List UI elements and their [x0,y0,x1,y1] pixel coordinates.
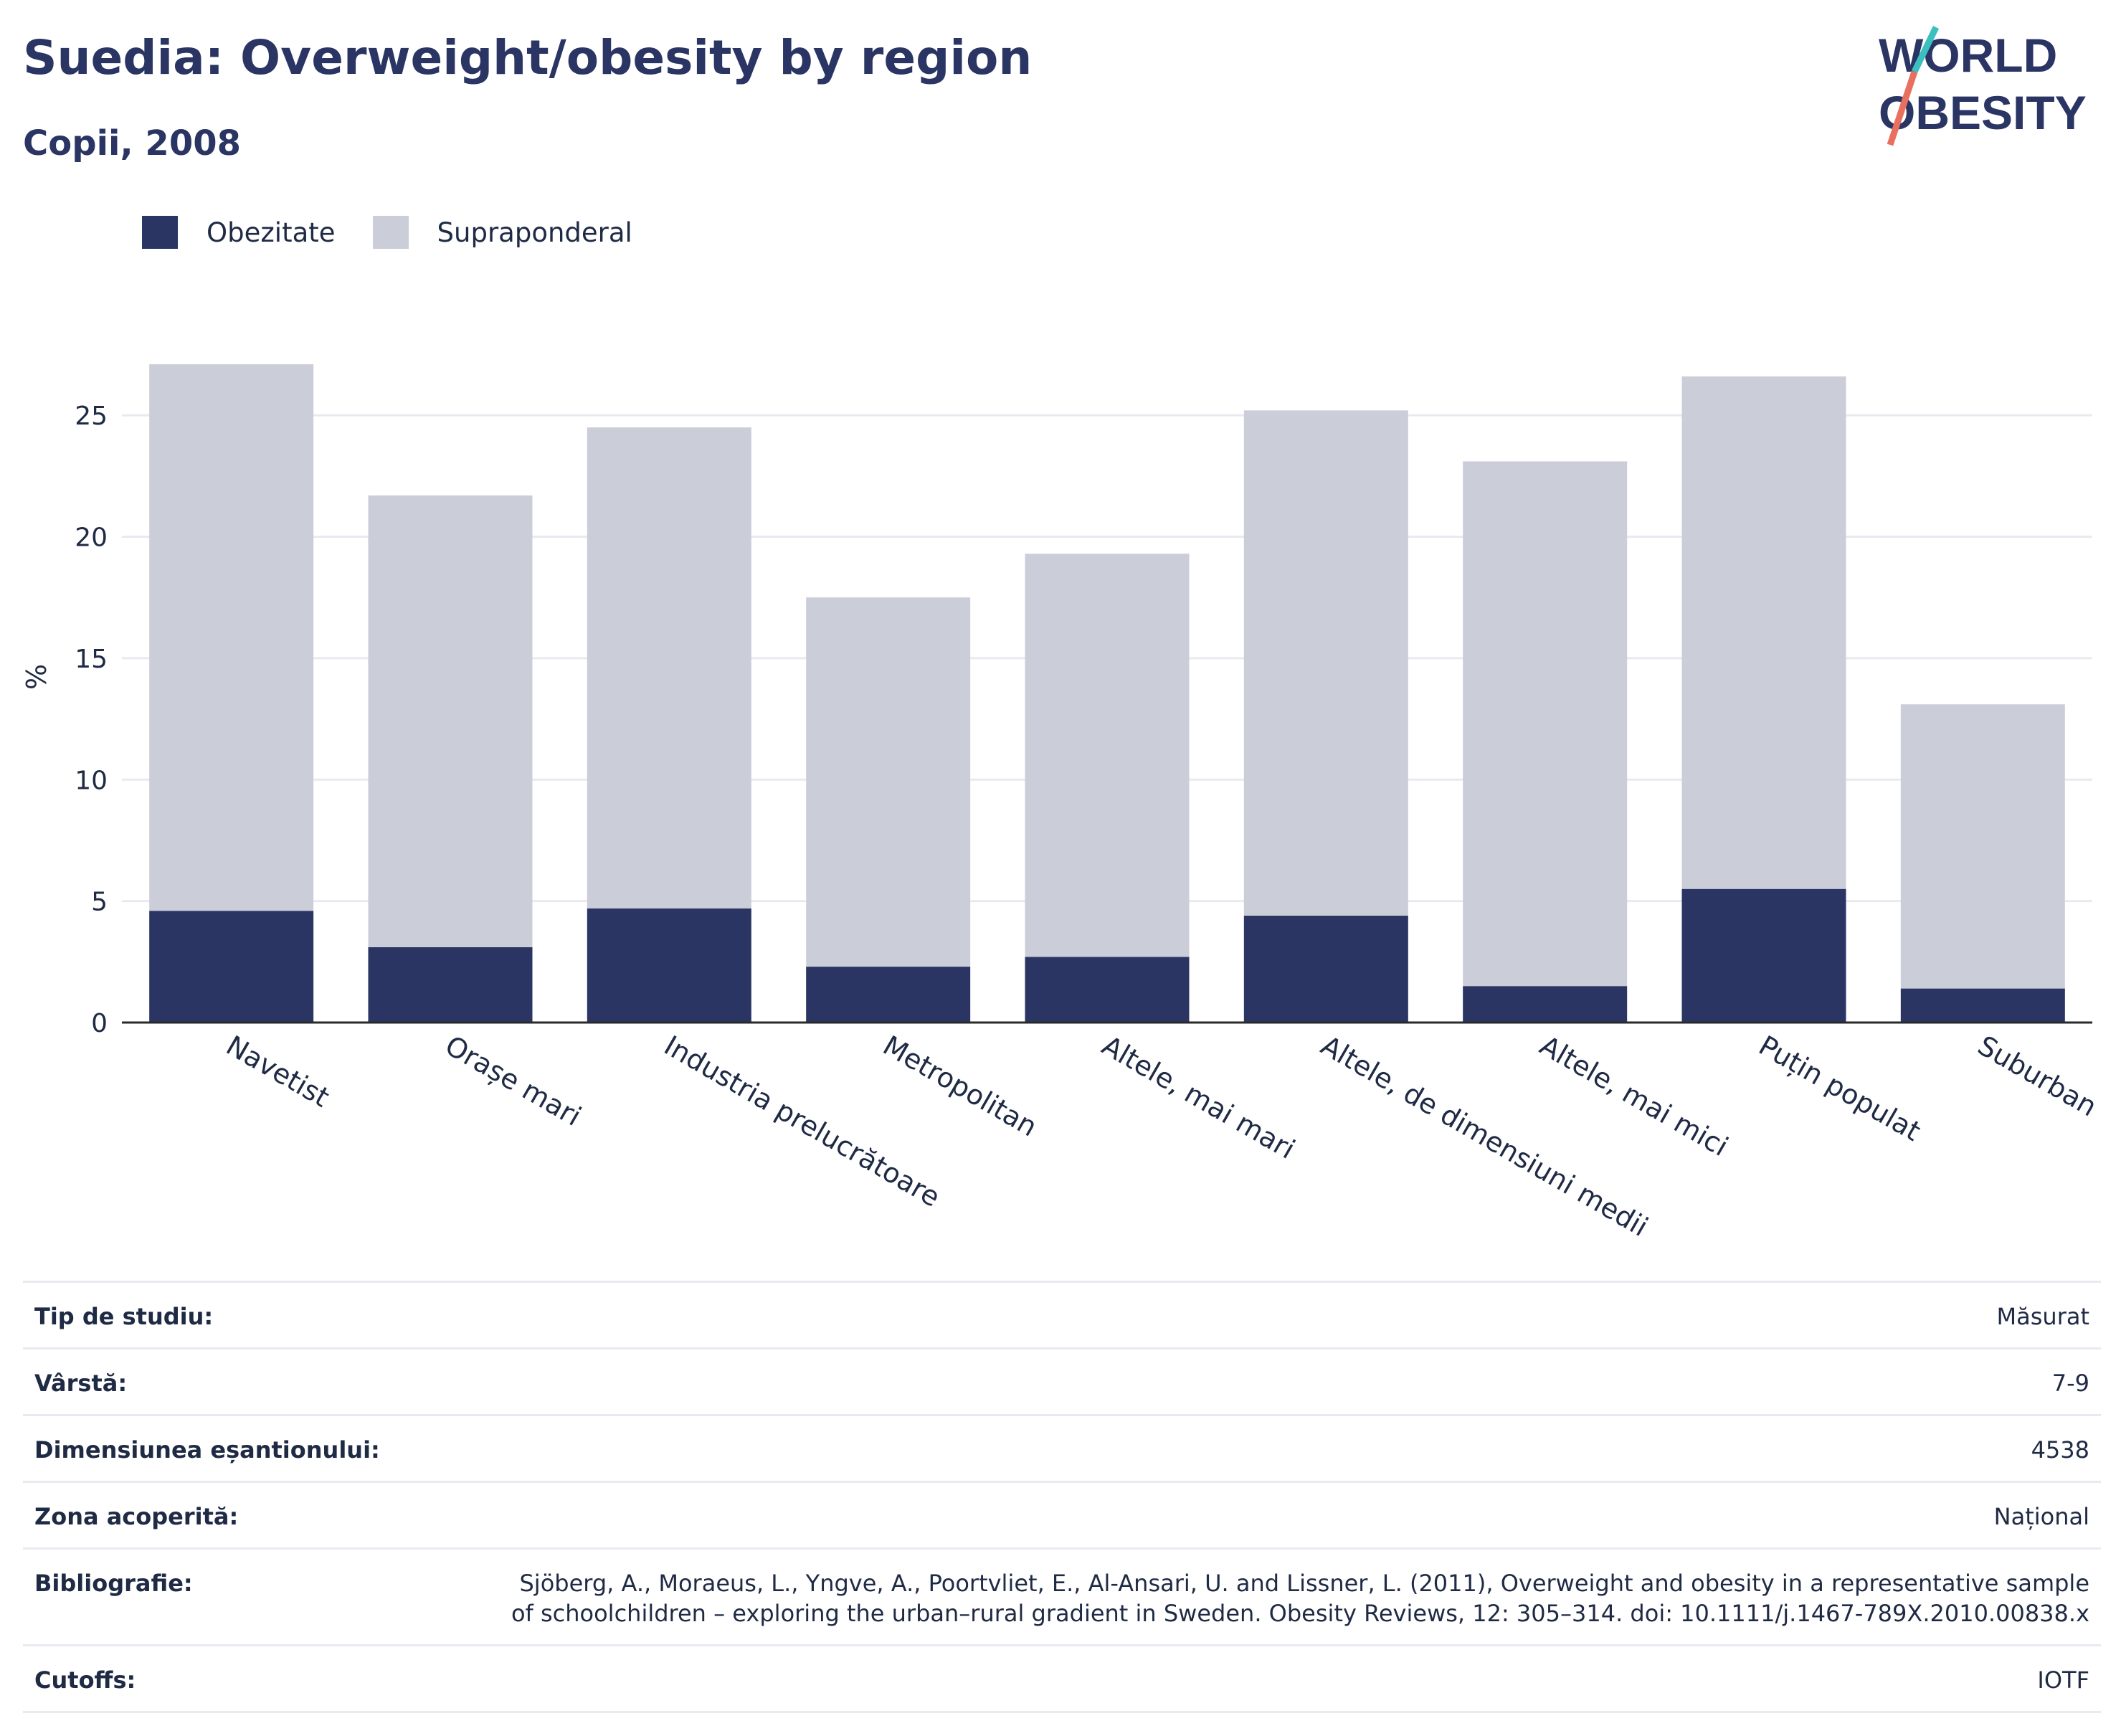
info-value: Național [490,1481,2101,1549]
info-label: Vârstă: [23,1347,490,1415]
chart-title: Suedia: Overweight/obesity by region [23,30,1033,85]
legend-swatch-overweight [372,216,409,249]
info-row: Vârstă: 7-9 [23,1347,2101,1415]
y-tick-label: 20 [75,523,108,553]
bars [149,364,2065,1023]
bar-overweight [149,364,314,911]
bar-overweight [1900,704,2065,989]
x-tick-label: Navetist [221,1030,335,1114]
info-row: Bibliografie: Sjöberg, A., Moraeus, L., Y… [23,1547,2101,1646]
bar-obesity [1900,988,2065,1023]
y-tick-label: 0 [91,1009,108,1038]
chart-subtitle: Copii, 2008 [23,123,242,163]
info-value: 4538 [490,1414,2101,1482]
x-tick-label: Altele, mai mari [1097,1030,1301,1165]
bar-obesity [806,967,971,1023]
logo-teal-slash [1911,26,1940,73]
y-tick-label: 10 [75,766,108,795]
info-value: Măsurat [490,1281,2101,1349]
x-tick-label: Orașe mari [440,1030,587,1132]
info-table: Tip de studiu: Măsurat Vârstă: 7-9 Dimensiun… [23,1281,2101,1713]
x-tick-label: Puțin populat [1754,1030,1926,1147]
y-tick-label: 5 [91,888,108,917]
logo-coral-slash [1887,70,1918,146]
legend-item-obesity: Obezitate [142,216,336,249]
world-obesity-logo: WORLD OBESITY [1879,26,2087,146]
bar-overweight [587,427,751,909]
y-axis-label: % [21,664,52,690]
legend-item-overweight: Supraponderal [372,216,632,249]
x-tick-label: Metropolitan [878,1030,1043,1143]
bar-obesity [1681,888,1846,1023]
bar-overweight [368,495,533,947]
y-tick-label: 25 [75,402,108,431]
info-value: 7-9 [490,1347,2101,1415]
info-label: Cutoffs: [23,1644,490,1713]
x-tick-label: Suburban [1973,1030,2102,1123]
info-row: Tip de studiu: Măsurat [23,1281,2101,1349]
bar-obesity [1243,915,1408,1023]
info-label: Bibliografie: [23,1547,490,1646]
logo-line2: OBESITY [1879,86,2087,139]
legend-label-obesity: Obezitate [207,217,336,248]
info-value: IOTF [490,1644,2101,1713]
bar-overweight [806,597,971,967]
bar-overweight [1681,376,1846,889]
info-row: Zona acoperită: Național [23,1481,2101,1549]
bar-obesity [149,911,314,1023]
info-label: Dimensiunea eșantionului: [23,1414,490,1482]
info-label: Zona acoperită: [23,1481,490,1549]
legend-label-overweight: Supraponderal [437,217,632,248]
bar-obesity [1025,957,1190,1023]
bar-obesity [1463,986,1628,1023]
logo-line1: WORLD [1879,29,2057,82]
legend-swatch-obesity [142,216,178,249]
x-tick-label: Altele, mai mici [1534,1030,1733,1163]
bar-obesity [587,908,751,1023]
bar-overweight [1463,461,1628,987]
bar-overweight [1243,410,1408,916]
info-row: Dimensiunea eșantionului: 4538 [23,1414,2101,1482]
bar-overweight [1025,554,1190,957]
chart-legend: Obezitate Supraponderal [142,212,670,252]
y-tick-label: 15 [75,645,108,674]
info-value: Sjöberg, A., Moraeus, L., Yngve, A., Poo… [490,1547,2101,1646]
info-row: Cutoffs: IOTF [23,1644,2101,1713]
info-label: Tip de studiu: [23,1281,490,1349]
bar-obesity [368,947,533,1023]
